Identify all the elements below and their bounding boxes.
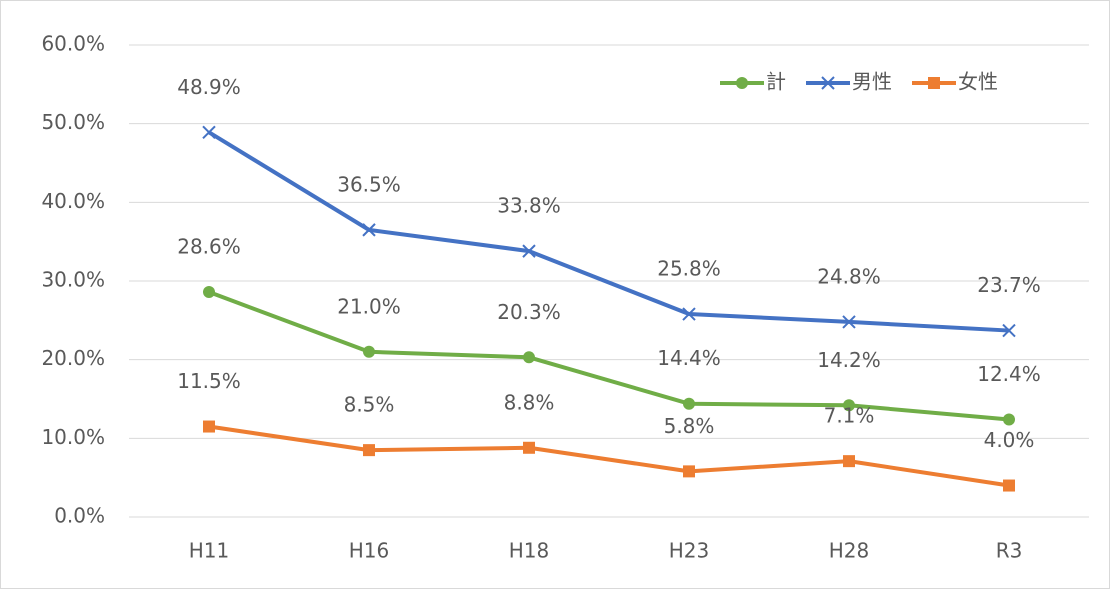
y-tick-label: 40.0%	[41, 189, 105, 213]
x-tick-label: H23	[669, 539, 710, 563]
legend-label: 女性	[958, 70, 998, 94]
x-tick-label: H28	[829, 539, 870, 563]
y-tick-label: 20.0%	[41, 346, 105, 370]
marker	[1003, 413, 1015, 426]
legend-marker	[928, 77, 940, 89]
marker	[203, 420, 215, 433]
marker	[363, 444, 375, 457]
marker	[842, 315, 856, 329]
data-label: 4.0%	[984, 428, 1035, 452]
legend-label: 計	[766, 70, 786, 94]
legend-label: 男性	[852, 70, 892, 94]
data-label: 25.8%	[657, 257, 721, 281]
series-line	[208, 290, 1010, 422]
data-label: 33.8%	[497, 194, 561, 218]
data-label: 7.1%	[824, 404, 875, 428]
data-label: 8.5%	[344, 393, 395, 417]
data-label: 36.5%	[337, 172, 401, 196]
data-label: 20.3%	[497, 300, 561, 324]
data-label: 14.4%	[657, 346, 721, 370]
legend-marker	[821, 76, 835, 90]
x-tick-label: H18	[509, 539, 550, 563]
data-label: 8.8%	[504, 390, 555, 414]
data-label: 5.8%	[664, 414, 715, 438]
data-label: 24.8%	[817, 264, 881, 288]
marker	[1003, 479, 1015, 492]
series-line	[208, 424, 1010, 488]
marker	[202, 125, 216, 140]
marker	[362, 223, 376, 237]
marker	[682, 307, 696, 321]
y-tick-label: 60.0%	[41, 32, 105, 56]
marker	[683, 465, 695, 478]
marker	[843, 399, 855, 412]
marker	[843, 455, 855, 468]
x-tick-label: H11	[189, 539, 230, 563]
data-label: 11.5%	[177, 369, 241, 393]
marker	[363, 345, 375, 358]
marker	[203, 286, 215, 299]
data-label: 23.7%	[977, 273, 1041, 297]
x-tick-label: H16	[349, 539, 390, 563]
y-tick-label: 50.0%	[41, 110, 105, 134]
marker	[523, 441, 535, 454]
data-label: 12.4%	[977, 362, 1041, 386]
x-tick-label: R3	[996, 539, 1023, 563]
y-tick-label: 30.0%	[41, 268, 105, 292]
marker	[1002, 323, 1016, 338]
data-label: 21.0%	[337, 294, 401, 318]
marker	[523, 351, 535, 364]
series-line	[207, 130, 1010, 333]
data-label: 48.9%	[177, 75, 241, 99]
y-tick-label: 10.0%	[41, 425, 105, 449]
y-tick-label: 0.0%	[54, 504, 105, 528]
legend-marker	[736, 77, 748, 89]
marker	[683, 397, 695, 410]
data-label: 28.6%	[177, 235, 241, 259]
marker	[522, 244, 536, 258]
data-label: 14.2%	[817, 348, 881, 372]
